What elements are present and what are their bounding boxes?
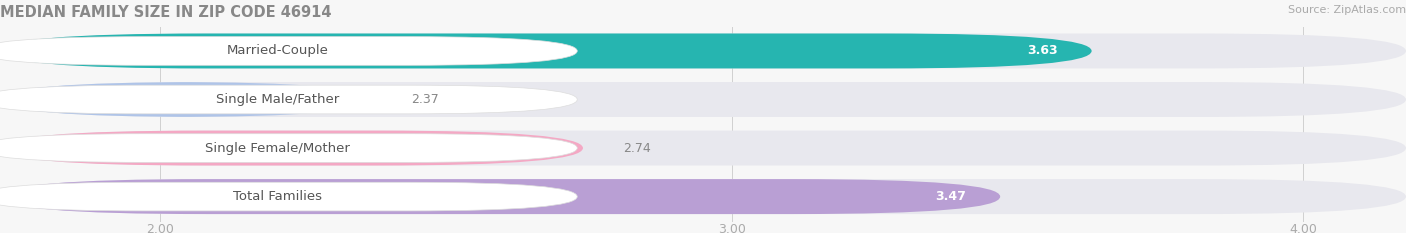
Text: Total Families: Total Families <box>233 190 322 203</box>
FancyBboxPatch shape <box>0 179 1406 214</box>
FancyBboxPatch shape <box>0 34 1406 69</box>
Text: Married-Couple: Married-Couple <box>226 45 328 58</box>
FancyBboxPatch shape <box>0 85 578 114</box>
FancyBboxPatch shape <box>0 130 583 165</box>
Text: 2.74: 2.74 <box>623 142 651 154</box>
Text: MEDIAN FAMILY SIZE IN ZIP CODE 46914: MEDIAN FAMILY SIZE IN ZIP CODE 46914 <box>0 5 332 20</box>
Text: 3.47: 3.47 <box>935 190 966 203</box>
Text: Single Male/Father: Single Male/Father <box>215 93 339 106</box>
FancyBboxPatch shape <box>0 179 1000 214</box>
Text: Single Female/Mother: Single Female/Mother <box>205 142 350 154</box>
FancyBboxPatch shape <box>0 34 1091 69</box>
Text: 2.37: 2.37 <box>412 93 439 106</box>
Text: Source: ZipAtlas.com: Source: ZipAtlas.com <box>1288 5 1406 15</box>
Text: 3.00: 3.00 <box>717 223 745 233</box>
Text: 4.00: 4.00 <box>1289 223 1317 233</box>
FancyBboxPatch shape <box>0 37 578 65</box>
FancyBboxPatch shape <box>0 182 578 211</box>
Text: 3.63: 3.63 <box>1026 45 1057 58</box>
FancyBboxPatch shape <box>0 130 1406 165</box>
FancyBboxPatch shape <box>0 82 1406 117</box>
Text: 2.00: 2.00 <box>146 223 174 233</box>
FancyBboxPatch shape <box>0 134 578 162</box>
FancyBboxPatch shape <box>0 82 371 117</box>
